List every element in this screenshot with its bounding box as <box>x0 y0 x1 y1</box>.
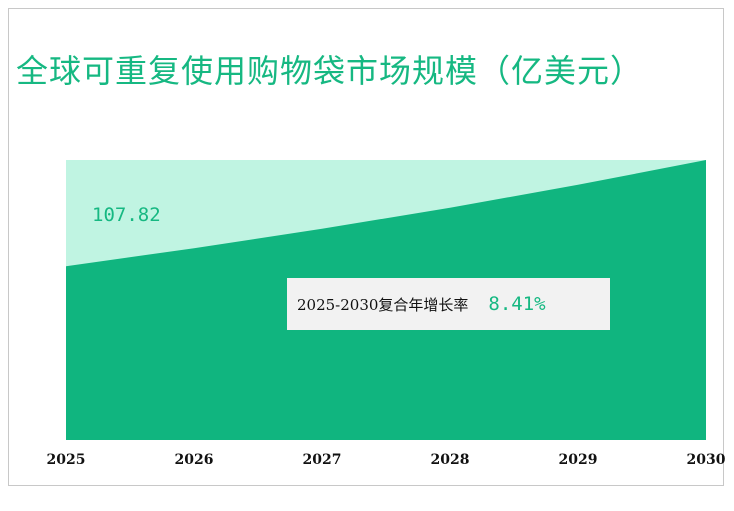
x-tick-2030: 2030 <box>687 452 726 468</box>
cagr-label: 2025-2030复合年增长率 <box>297 294 468 315</box>
cagr-box: 2025-2030复合年增长率 8.41% <box>287 278 610 330</box>
x-tick-2025: 2025 <box>47 452 86 468</box>
x-tick-2027: 2027 <box>303 452 342 468</box>
data-label-2025: 107.82 <box>92 204 161 226</box>
x-tick-2029: 2029 <box>559 452 598 468</box>
cagr-value: 8.41% <box>488 293 545 315</box>
x-tick-2026: 2026 <box>175 452 214 468</box>
x-tick-2028: 2028 <box>431 452 470 468</box>
